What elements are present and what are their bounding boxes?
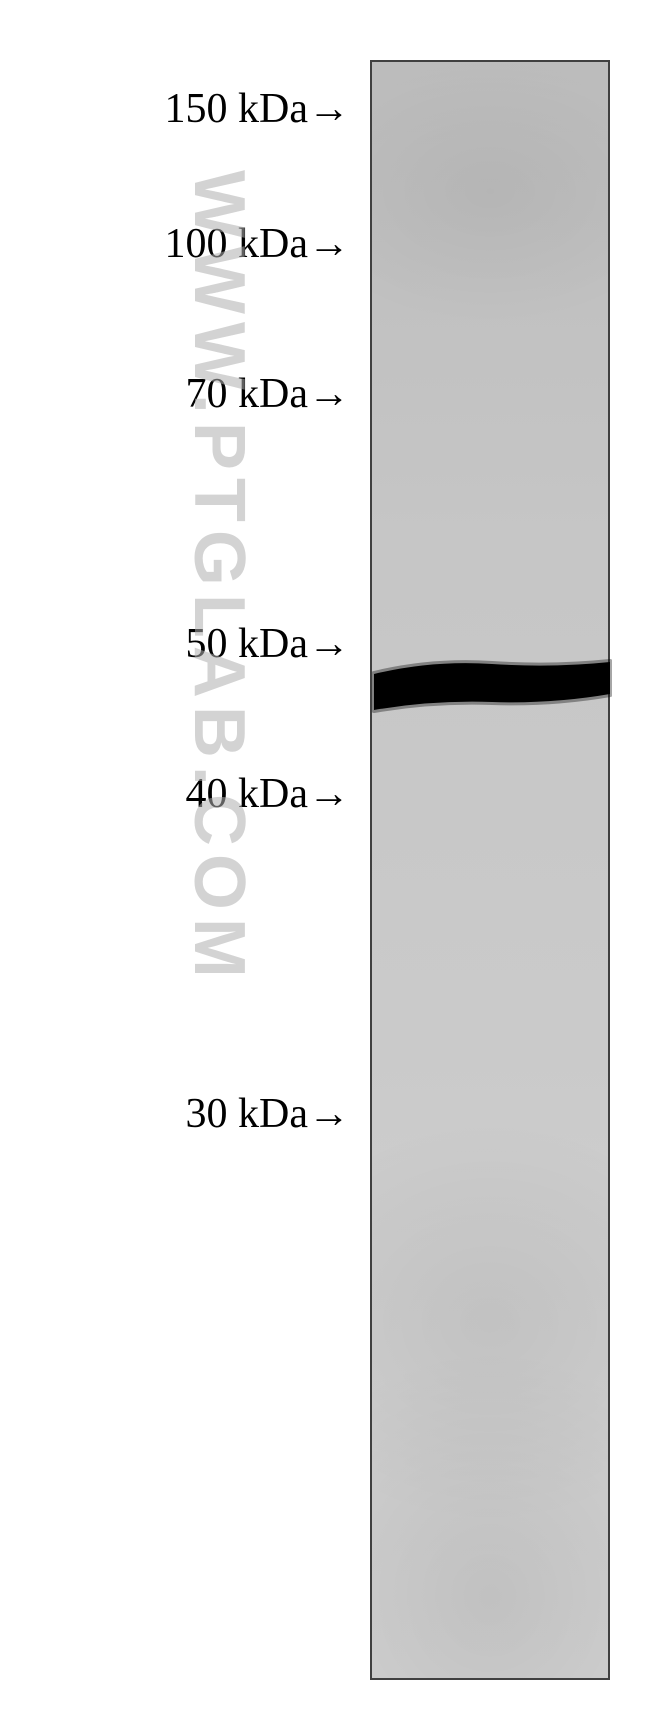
- marker-100kda: 100 kDa→: [165, 220, 350, 268]
- marker-50kda: 50 kDa→: [186, 620, 350, 668]
- lane-shading: [372, 62, 608, 1678]
- watermark-text: WWW.PTGLAB.COM: [178, 170, 260, 986]
- marker-70kda: 70 kDa→: [186, 370, 350, 418]
- marker-150kda: 150 kDa→: [165, 85, 350, 133]
- western-blot-figure: 150 kDa→ 100 kDa→ 70 kDa→ 50 kDa→ 40 kDa…: [0, 0, 650, 1731]
- protein-band: [372, 652, 612, 722]
- marker-30kda: 30 kDa→: [186, 1090, 350, 1138]
- marker-40kda: 40 kDa→: [186, 770, 350, 818]
- blot-lane: [370, 60, 610, 1680]
